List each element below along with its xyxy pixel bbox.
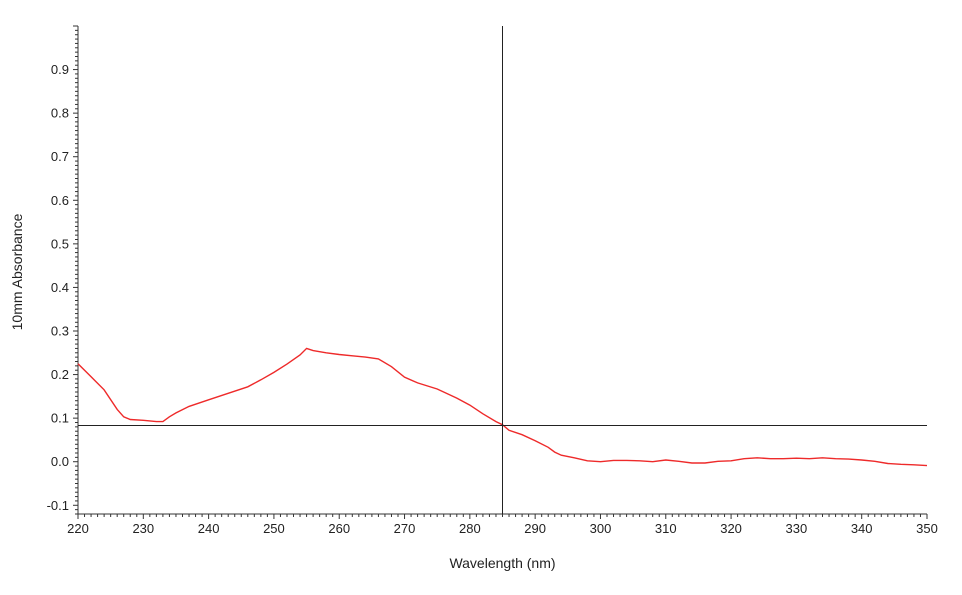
x-axis-title: Wavelength (nm) [449,555,555,571]
y-axis-ticks: -0.1 0.0 0.1 0.2 0.3 0.4 0.5 0.6 0.7 0.8 0.9 [47,25,78,515]
y-tick-label: 0.5 [51,236,69,251]
x-tick-label: 310 [655,521,677,536]
x-tick-label: 320 [720,521,742,536]
y-tick-label: 0.7 [51,149,69,164]
y-tick-label: 0.6 [51,193,69,208]
x-tick-label: 300 [590,521,612,536]
y-tick-label: 0.0 [51,454,69,469]
x-tick-label: 280 [459,521,481,536]
y-tick-label: 0.3 [51,324,69,339]
y-tick-label: 0.9 [51,62,69,77]
y-tick-label: 0.2 [51,367,69,382]
y-tick-label: 0.1 [51,411,69,426]
x-tick-label: 230 [132,521,154,536]
y-tick-label: -0.1 [47,498,69,513]
x-tick-label: 260 [328,521,350,536]
x-tick-label: 270 [394,521,416,536]
y-axis-title: 10mm Absorbance [9,213,25,330]
x-tick-label: 330 [786,521,808,536]
x-tick-label: 240 [198,521,220,536]
y-tick-label: 0.4 [51,280,69,295]
x-tick-label: 340 [851,521,873,536]
x-tick-label: 350 [916,521,938,536]
x-tick-label: 250 [263,521,285,536]
x-axis-ticks: 220 230 240 250 260 270 280 290 300 310 320 330 340 3… [67,514,938,536]
y-tick-label: 0.8 [51,106,69,121]
x-tick-label: 290 [524,521,546,536]
x-tick-label: 220 [67,521,89,536]
